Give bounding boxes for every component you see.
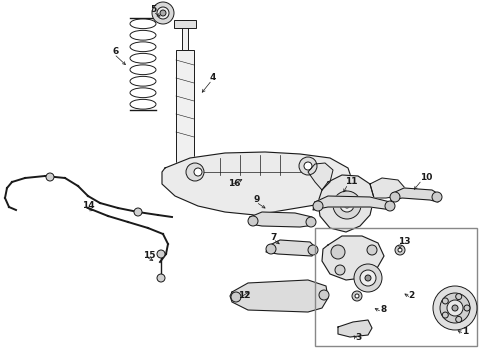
Circle shape: [157, 274, 165, 282]
Circle shape: [157, 7, 169, 19]
Circle shape: [432, 192, 442, 202]
Polygon shape: [370, 178, 405, 198]
Circle shape: [186, 163, 204, 181]
Circle shape: [440, 293, 470, 323]
Polygon shape: [313, 196, 392, 210]
Circle shape: [390, 192, 400, 202]
Circle shape: [333, 191, 361, 219]
Text: 14: 14: [82, 201, 95, 210]
Bar: [315, 228, 477, 346]
Circle shape: [46, 173, 54, 181]
Circle shape: [365, 275, 371, 281]
Text: 15: 15: [143, 251, 155, 260]
Circle shape: [157, 250, 165, 258]
Circle shape: [452, 305, 458, 311]
Text: 10: 10: [420, 174, 432, 183]
Polygon shape: [308, 163, 333, 190]
Text: 13: 13: [398, 238, 411, 247]
Text: 16: 16: [228, 179, 241, 188]
Circle shape: [360, 270, 376, 286]
Text: 8: 8: [380, 306, 386, 315]
Circle shape: [442, 298, 448, 304]
Bar: [176, 50, 194, 170]
Circle shape: [248, 216, 258, 226]
Polygon shape: [230, 280, 328, 312]
Text: 9: 9: [253, 195, 259, 204]
Circle shape: [319, 290, 329, 300]
Circle shape: [231, 292, 241, 302]
Circle shape: [152, 2, 174, 24]
Bar: [174, 20, 196, 28]
Circle shape: [352, 291, 362, 301]
Circle shape: [331, 245, 345, 259]
Circle shape: [442, 312, 448, 318]
Circle shape: [160, 10, 166, 16]
Circle shape: [266, 244, 276, 254]
Text: 6: 6: [112, 48, 118, 57]
Circle shape: [367, 245, 377, 255]
Circle shape: [355, 294, 359, 298]
Circle shape: [398, 248, 402, 252]
Circle shape: [306, 217, 316, 227]
Circle shape: [395, 245, 405, 255]
Polygon shape: [338, 320, 372, 337]
Circle shape: [313, 201, 323, 211]
Circle shape: [456, 294, 462, 300]
Circle shape: [134, 208, 142, 216]
Circle shape: [344, 202, 350, 208]
Bar: [181, 167, 189, 175]
Circle shape: [464, 305, 470, 311]
Text: 5: 5: [150, 5, 156, 14]
Text: 2: 2: [408, 292, 414, 301]
Circle shape: [354, 264, 382, 292]
Polygon shape: [266, 240, 316, 256]
Circle shape: [335, 265, 345, 275]
Circle shape: [340, 198, 354, 212]
Text: 1: 1: [462, 328, 468, 337]
Circle shape: [299, 157, 317, 175]
Polygon shape: [318, 175, 374, 232]
Circle shape: [433, 286, 477, 330]
Bar: [182, 20, 188, 50]
Text: 12: 12: [238, 291, 250, 300]
Text: 4: 4: [210, 73, 217, 82]
Polygon shape: [322, 236, 384, 280]
Circle shape: [194, 168, 202, 176]
Text: 3: 3: [355, 333, 361, 342]
Polygon shape: [391, 188, 440, 202]
Text: 7: 7: [270, 233, 276, 242]
Polygon shape: [250, 212, 314, 227]
Circle shape: [308, 245, 318, 255]
Circle shape: [447, 300, 463, 316]
Polygon shape: [162, 152, 352, 215]
Text: 11: 11: [345, 177, 358, 186]
Circle shape: [456, 316, 462, 323]
Circle shape: [304, 162, 312, 170]
Circle shape: [385, 201, 395, 211]
